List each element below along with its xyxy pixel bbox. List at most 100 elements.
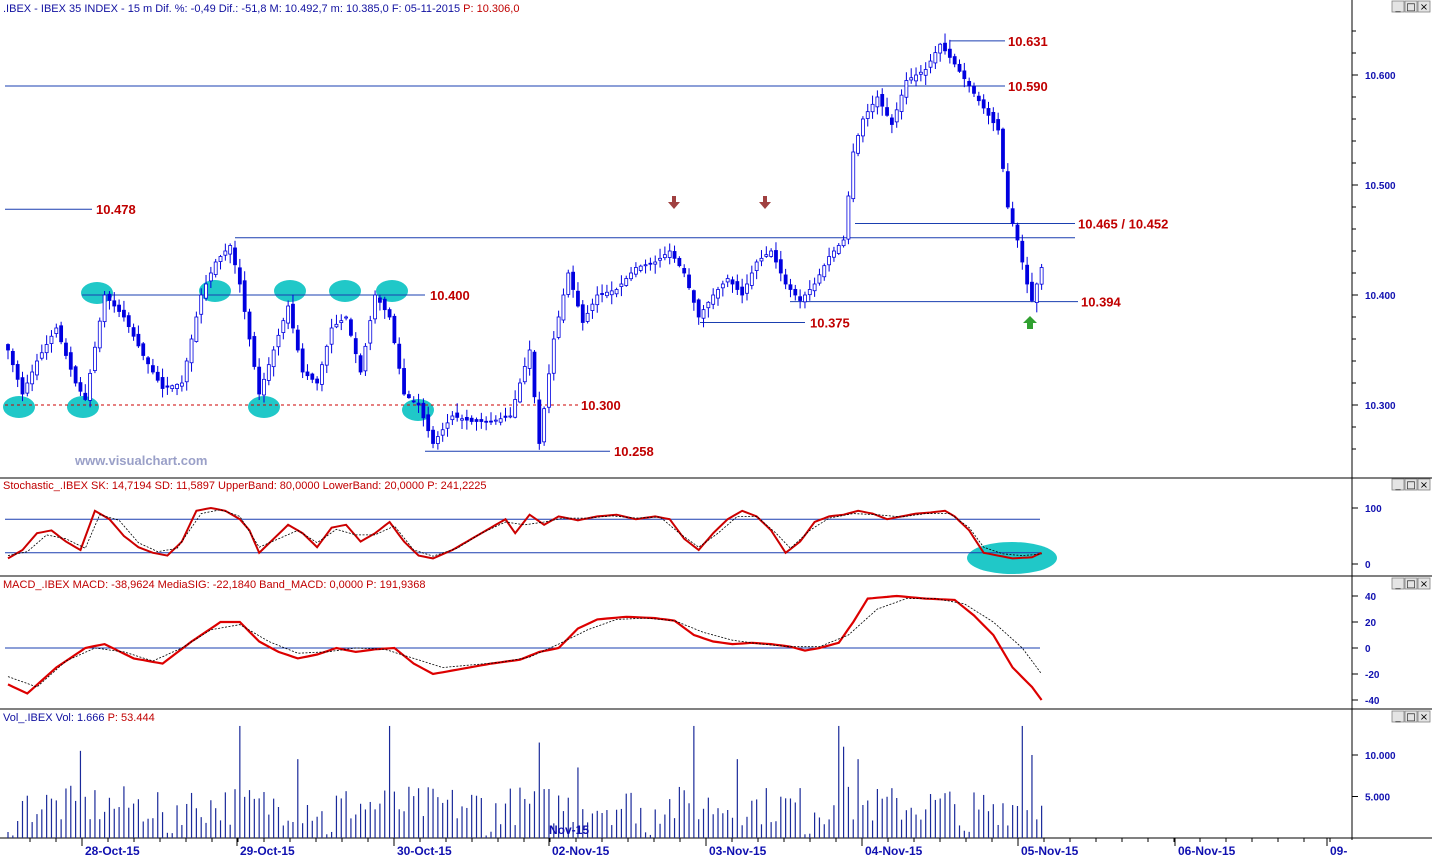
candle-body: [489, 420, 493, 423]
candle-body: [353, 338, 358, 355]
minimize-glyph[interactable]: _: [1395, 480, 1402, 491]
minimize-icon[interactable]: [1391, 478, 1405, 491]
candle-body: [899, 94, 904, 112]
close-glyph[interactable]: ×: [1420, 579, 1428, 590]
candle-body: [431, 429, 435, 444]
maximize-glyph[interactable]: □: [1406, 579, 1415, 590]
candle-body: [445, 422, 450, 429]
level-10258-label: 10.258: [614, 444, 654, 459]
close-icon[interactable]: [1417, 710, 1431, 723]
maximize-icon[interactable]: [1404, 577, 1418, 590]
candle-body: [281, 320, 286, 333]
candle-body: [749, 272, 754, 286]
candle-body: [986, 108, 991, 116]
candle-body: [914, 74, 918, 82]
candle-body: [252, 336, 257, 367]
candle-body: [1025, 264, 1030, 285]
highlight-ellipse: [274, 280, 306, 302]
candle-body: [991, 111, 996, 124]
sell-arrow-icon: [759, 196, 771, 209]
close-glyph[interactable]: ×: [1420, 480, 1428, 491]
candle-body: [10, 350, 15, 366]
level-10478-label: 10.478: [96, 202, 136, 217]
minimize-glyph[interactable]: _: [1395, 579, 1402, 590]
candle-body: [392, 315, 397, 344]
level-10465-label: 10.465 / 10.452: [1078, 217, 1168, 232]
maximize-icon[interactable]: [1404, 478, 1418, 491]
candle-body: [605, 291, 609, 297]
maximize-glyph[interactable]: □: [1406, 2, 1415, 13]
candle-body: [672, 251, 677, 259]
macd-tick-label: 40: [1365, 592, 1377, 603]
candle-body: [266, 364, 271, 381]
candle-body: [310, 373, 315, 380]
candle-body: [334, 323, 339, 328]
candle-body: [706, 301, 711, 309]
minimize-icon[interactable]: [1391, 0, 1405, 13]
candle-body: [822, 265, 827, 278]
candle-body: [532, 351, 537, 398]
candle-body: [566, 272, 571, 295]
minimize-glyph[interactable]: _: [1395, 712, 1402, 723]
level-10400-label: 10.400: [430, 288, 470, 303]
window-controls[interactable]: _ □ × _ □ × _ □ × _ □ ×: [1391, 0, 1431, 723]
close-icon[interactable]: [1417, 0, 1431, 13]
level-10300-label: 10.300: [581, 398, 621, 413]
minimize-glyph[interactable]: _: [1395, 2, 1402, 13]
close-icon[interactable]: [1417, 577, 1431, 590]
minimize-icon[interactable]: [1391, 710, 1405, 723]
candle-body: [769, 250, 774, 257]
date-label: 30-Oct-15: [397, 844, 452, 857]
candle-body: [411, 400, 416, 403]
candle-body: [397, 343, 402, 369]
candlesticks: [6, 33, 1044, 450]
candle-body: [667, 250, 672, 258]
candle-body: [947, 48, 952, 58]
candle-body: [774, 250, 778, 263]
candle-body: [49, 335, 54, 344]
candle-body: [827, 256, 831, 266]
candle-body: [223, 250, 228, 256]
minimize-icon[interactable]: [1391, 577, 1405, 590]
date-label: 06-Nov-15: [1178, 844, 1236, 857]
candle-body: [122, 309, 126, 318]
candle-body: [262, 378, 266, 396]
candle-body: [812, 283, 817, 292]
candle-body: [175, 383, 179, 389]
candle-body: [643, 264, 648, 267]
candle-body: [39, 352, 44, 359]
candle-body: [962, 70, 967, 80]
level-10590-label: 10.590: [1008, 79, 1048, 94]
maximize-glyph[interactable]: □: [1406, 712, 1415, 723]
candle-body: [807, 289, 812, 296]
candle-body: [204, 283, 208, 299]
candle-body: [141, 343, 146, 356]
date-label: 28-Oct-15: [85, 844, 140, 857]
month-label: Nov-15: [549, 823, 589, 837]
close-icon[interactable]: [1417, 478, 1431, 491]
candle-body: [904, 80, 909, 98]
maximize-icon[interactable]: [1404, 710, 1418, 723]
candle-body: [687, 274, 691, 289]
candle-body: [165, 385, 170, 388]
x-axis: 28-Oct-15 29-Oct-15 30-Oct-15 02-Nov-15 03-N…: [29, 823, 1347, 857]
candle-body: [551, 338, 556, 374]
candle-body: [107, 293, 112, 301]
macd-tick-label: 0: [1365, 644, 1371, 655]
close-glyph[interactable]: ×: [1420, 712, 1428, 723]
highlight-ellipse: [67, 396, 99, 418]
candle-body: [677, 257, 682, 267]
candle-body: [696, 299, 701, 318]
candle-body: [64, 342, 68, 356]
candle-body: [363, 345, 368, 372]
candle-body: [1030, 281, 1034, 301]
candle-body: [928, 60, 933, 68]
candle-body: [131, 327, 136, 337]
close-glyph[interactable]: ×: [1420, 2, 1428, 13]
candle-body: [213, 261, 218, 275]
candle-body: [382, 298, 387, 311]
maximize-glyph[interactable]: □: [1406, 480, 1415, 491]
macd-header: MACD_.IBEX MACD: -38,9624 MediaSIG: -22,…: [3, 579, 426, 591]
maximize-icon[interactable]: [1404, 0, 1418, 13]
highlight-ellipse: [376, 280, 408, 302]
